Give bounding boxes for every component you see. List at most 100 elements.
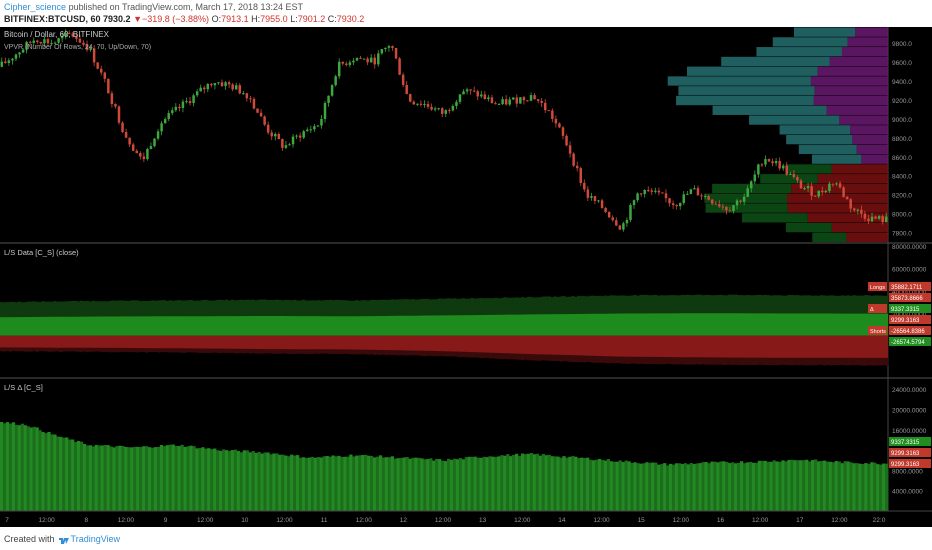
delta-bar [464, 457, 468, 511]
delta-bar [103, 444, 107, 511]
ls-axis-tick-label: 40000.0000 [892, 289, 927, 296]
delta-bar [621, 462, 625, 511]
candle-body [423, 104, 426, 106]
delta-bar [142, 446, 146, 511]
delta-bar [411, 457, 415, 511]
candle-body [778, 161, 781, 169]
delta-pane-title: L/S Δ [C_S] [4, 383, 43, 392]
delta-bar [414, 457, 418, 511]
delta-bar [565, 457, 569, 511]
delta-bar [497, 456, 501, 511]
value-tag [889, 315, 931, 324]
candle-body [561, 127, 565, 136]
candle-body [824, 190, 828, 193]
candle-body [277, 133, 281, 140]
candle-body [195, 91, 199, 96]
author-link[interactable]: Cipher_science [4, 2, 67, 12]
delta-bar [861, 463, 865, 511]
candle-body [753, 174, 757, 182]
delta-bar [624, 460, 628, 511]
delta-bar [272, 453, 276, 511]
candle-body [476, 91, 479, 97]
candle-body [249, 98, 252, 100]
candle-body [192, 95, 195, 104]
delta-bar [452, 458, 457, 511]
candle-body [171, 110, 174, 114]
candle-body [448, 110, 451, 112]
time-axis-tick-label: 12:00 [831, 517, 848, 524]
value-tag-text: 35873.8666 [891, 296, 923, 302]
price-axis-tick-label: 8200.0 [892, 193, 912, 200]
value-tag-text: 35882.1711 [891, 285, 923, 291]
delta-bar [91, 446, 96, 511]
delta-bar [44, 433, 48, 511]
candle-body [838, 183, 842, 188]
delta-bar [331, 455, 335, 511]
delta-bar [171, 444, 175, 511]
time-axis-tick-label: 12:00 [752, 517, 769, 524]
candle-body [398, 58, 401, 75]
candle-body [796, 177, 799, 181]
candle-body [50, 43, 53, 45]
candle-body [870, 216, 874, 222]
delta-bar [745, 462, 750, 511]
delta-bar [210, 449, 214, 511]
delta-bar [734, 463, 738, 511]
candle-body [856, 209, 860, 211]
delta-bar [275, 453, 279, 511]
delta-bar [538, 455, 542, 511]
candle-body [522, 97, 526, 101]
delta-bar [651, 462, 655, 511]
delta-bar [79, 441, 84, 511]
delta-bar [59, 436, 63, 511]
delta-bar [405, 456, 409, 511]
created-with-text: Created with [4, 534, 55, 544]
delta-bar [41, 432, 45, 511]
delta-bar [219, 450, 223, 511]
footer: Created with TradingView [4, 534, 120, 544]
candle-body [533, 95, 536, 100]
candle-body [394, 47, 398, 59]
candle-body [234, 85, 238, 90]
delta-bar [304, 457, 309, 511]
candle-body [0, 61, 4, 67]
candle-body [71, 33, 75, 37]
chart-area[interactable]: 9800.09600.09400.09200.09000.08800.08600… [0, 27, 932, 527]
delta-bar [334, 456, 338, 511]
delta-value-tag-text: 9337.3315 [891, 440, 920, 446]
delta-bar [307, 457, 312, 511]
candle-body [490, 97, 494, 104]
delta-bar [692, 463, 696, 511]
price-axis-tick-label: 8000.0 [892, 212, 912, 219]
delta-bar [822, 460, 827, 511]
delta-bar [719, 461, 723, 511]
tradingview-brand[interactable]: TradingView [70, 534, 121, 544]
delta-bar [512, 454, 516, 511]
delta-bar [349, 454, 353, 511]
delta-bar [740, 461, 744, 511]
price-axis-tick-label: 8800.0 [892, 136, 912, 143]
volume-profile-bar-down [760, 174, 818, 184]
candle-body [828, 183, 831, 191]
time-axis-background [0, 511, 932, 527]
delta-bar [574, 456, 578, 511]
volume-profile-bar-down [811, 154, 862, 164]
delta-bar [423, 459, 427, 511]
time-axis-tick-label: 12:00 [435, 517, 452, 524]
delta-bar [251, 451, 255, 511]
delta-bar [97, 445, 101, 511]
delta-bar [145, 446, 149, 511]
volume-profile-bar-up [841, 47, 888, 57]
time-axis-tick-label: 12:00 [673, 517, 690, 524]
delta-bar [885, 463, 889, 511]
volume-profile-bar-down [686, 66, 818, 76]
candle-body [220, 82, 224, 87]
delta-bar [559, 457, 563, 511]
close-label: C: [327, 14, 337, 24]
candle-body [643, 190, 646, 195]
candle-body [625, 220, 629, 224]
candle-body [163, 119, 167, 124]
delta-bar [476, 457, 480, 511]
candle-body [306, 129, 309, 132]
candle-body [96, 62, 99, 69]
